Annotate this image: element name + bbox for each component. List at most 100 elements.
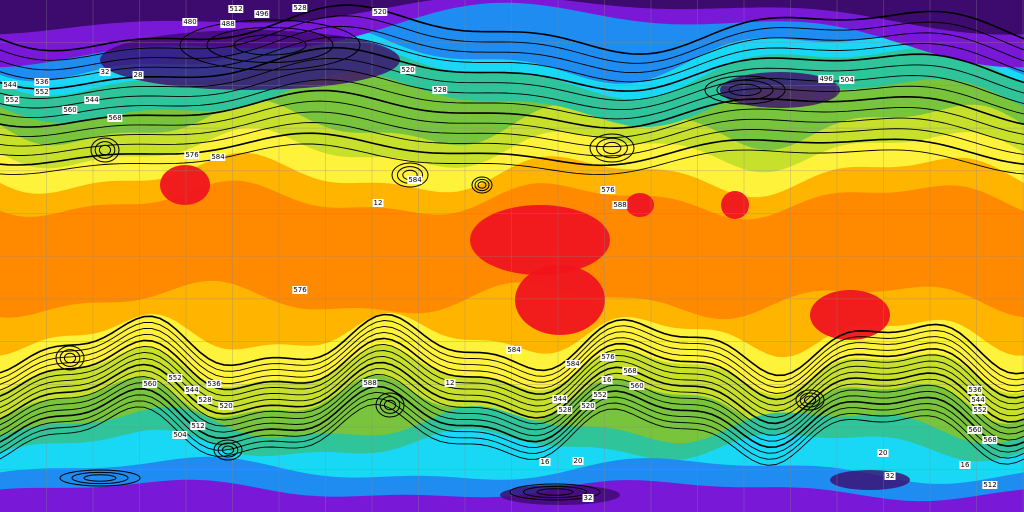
contour-label: 520	[580, 402, 596, 410]
north-contour	[0, 57, 1024, 101]
contour-label: 584	[210, 153, 226, 161]
contour-label: 536	[206, 380, 222, 388]
contour-label: 588	[362, 379, 378, 387]
contour-label: 552	[972, 406, 988, 414]
contour-label: 576	[600, 186, 616, 194]
contour-label: 576	[184, 151, 200, 159]
contour-label: 504	[839, 76, 855, 84]
closed-contour	[233, 34, 307, 56]
contour-label: 588	[612, 201, 628, 209]
contour-label: 568	[982, 436, 998, 444]
closed-contour	[477, 181, 487, 189]
south-contour	[0, 325, 1024, 388]
contour-label: 12	[444, 379, 456, 387]
closed-contour	[83, 474, 117, 482]
contour-label: 544	[552, 395, 568, 403]
contour-label: 32	[582, 494, 594, 502]
south-contour	[0, 343, 1024, 406]
south-contour	[0, 331, 1024, 394]
closed-contour	[90, 137, 120, 163]
contour-label: 528	[292, 4, 308, 12]
contour-label: 496	[254, 10, 270, 18]
contour-label: 28	[132, 71, 144, 79]
closed-contour	[589, 133, 635, 163]
contour-label: 504	[172, 431, 188, 439]
contour-label: 512	[228, 5, 244, 13]
south-contour	[0, 356, 1024, 418]
contour-label: 16	[539, 458, 551, 466]
north-contour	[0, 15, 1024, 64]
south-contour	[0, 385, 1024, 449]
north-contour	[0, 89, 1024, 130]
closed-contour	[63, 352, 77, 364]
contour-label: 576	[292, 286, 308, 294]
north-contour	[0, 122, 1024, 157]
contour-label: 528	[197, 396, 213, 404]
contour-label: 544	[970, 396, 986, 404]
closed-contour	[716, 79, 774, 101]
closed-contour	[523, 485, 587, 499]
south-contour	[0, 350, 1024, 412]
north-contour	[0, 46, 1024, 92]
warm-core-5	[626, 193, 654, 217]
contour-label: 568	[107, 114, 123, 122]
south-contour	[0, 397, 1024, 460]
closed-contour	[536, 488, 574, 496]
north-contour	[0, 26, 1024, 74]
contour-label: 560	[967, 426, 983, 434]
closed-contour	[799, 392, 821, 408]
contour-label: 512	[190, 422, 206, 430]
contour-label: 584	[407, 176, 423, 184]
south-contour	[0, 313, 1024, 377]
contour-label: 520	[400, 66, 416, 74]
closed-contour	[795, 389, 825, 411]
closed-contour	[596, 137, 628, 159]
contour-label: 552	[34, 88, 50, 96]
closed-contour	[474, 178, 490, 192]
closed-contour	[728, 83, 762, 97]
closed-contour	[59, 469, 141, 487]
closed-contour	[71, 471, 129, 485]
south-contour	[0, 403, 1024, 466]
south-contour	[0, 391, 1024, 454]
closed-contour	[213, 439, 243, 461]
contour-label: 552	[4, 96, 20, 104]
closed-contour	[55, 345, 85, 371]
north-contour	[0, 79, 1024, 120]
contour-label: 32	[99, 68, 111, 76]
warm-core-1	[470, 205, 610, 275]
south-contour	[0, 337, 1024, 401]
contour-label: 576	[600, 353, 616, 361]
contour-label: 16	[601, 376, 613, 384]
warm-core-2	[515, 265, 605, 335]
contour-label: 536	[967, 386, 983, 394]
contour-label: 496	[818, 75, 834, 83]
contour-label: 544	[184, 386, 200, 394]
north-contour	[0, 36, 1024, 83]
closed-contour	[509, 483, 601, 501]
north-contour	[0, 100, 1024, 138]
contour-label: 480	[182, 18, 198, 26]
north-band-8	[0, 0, 1024, 35]
contour-label: 488	[220, 20, 236, 28]
geopotential-contours	[0, 4, 1024, 501]
contour-label: 528	[432, 86, 448, 94]
contour-label: 560	[62, 106, 78, 114]
cold-core-3	[830, 470, 910, 490]
south-contour	[0, 320, 1024, 382]
closed-contour	[375, 392, 405, 418]
cold-core-0	[100, 30, 400, 90]
contour-label: 544	[2, 81, 18, 89]
contour-label: 20	[572, 457, 584, 465]
warm-core-0	[160, 165, 210, 205]
contour-label: 528	[557, 406, 573, 414]
north-contour	[0, 143, 1024, 176]
north-contour	[0, 132, 1024, 167]
closed-contour	[217, 442, 239, 458]
closed-contour	[803, 395, 817, 405]
contour-label: 584	[506, 346, 522, 354]
contour-label: 20	[877, 449, 889, 457]
warm-core-4	[721, 191, 749, 219]
